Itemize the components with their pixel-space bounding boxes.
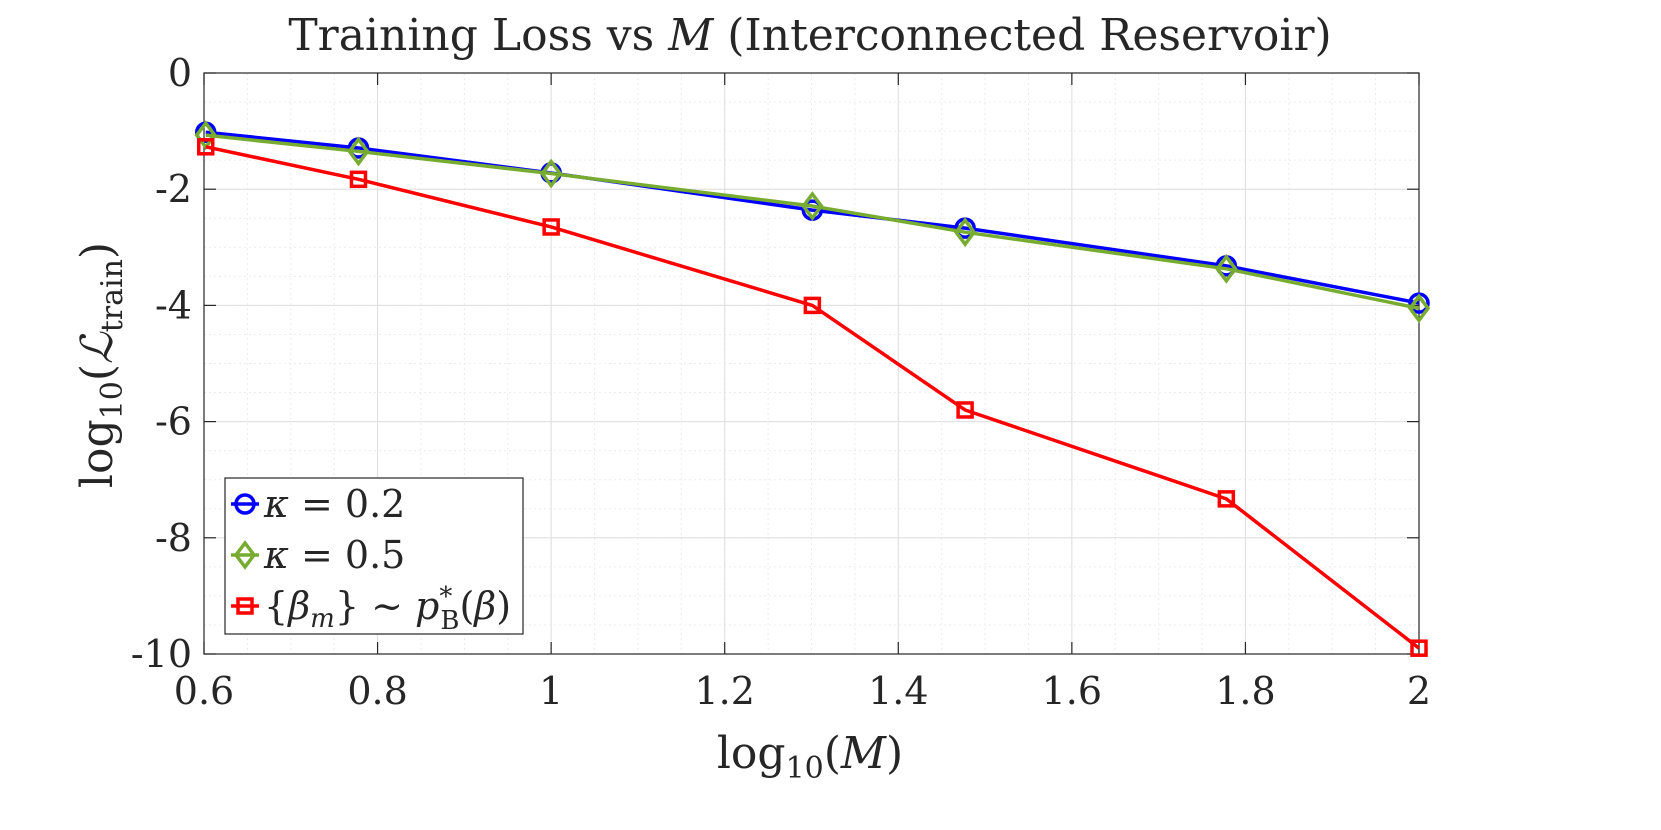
legend-label-beta-distribution: {βm} ~ p* B(β) <box>264 582 511 636</box>
y-tick-labels: 0 -2 -4 -6 -8 -10 <box>131 51 192 676</box>
x-axis-label: log10(M) <box>717 728 903 786</box>
y-tick-label: -8 <box>155 516 192 560</box>
axes-box <box>203 72 1420 655</box>
x-tick-labels: 0.6 0.8 1 1.2 1.4 1.6 1.8 2 <box>174 669 1431 713</box>
x-tick-label: 1.2 <box>694 669 754 713</box>
legend: κ = 0.2 κ = 0.5 {βm} ~ p* B(β) <box>224 477 524 636</box>
x-tick-label: 1.6 <box>1042 669 1102 713</box>
data-point <box>953 217 977 248</box>
data-point <box>1410 639 1428 657</box>
y-tick-label: -4 <box>155 283 192 327</box>
x-tick-label: 1.8 <box>1215 669 1275 713</box>
x-tick-label: 0.6 <box>174 669 234 713</box>
legend-entry-kappa-0.2: κ = 0.2 <box>231 482 405 526</box>
x-tick-label: 1 <box>539 669 563 713</box>
legend-marker-circle <box>234 493 256 515</box>
data-point <box>539 158 563 189</box>
y-tick-label: -6 <box>155 400 192 444</box>
data-point <box>803 296 822 315</box>
series-line <box>205 130 1420 305</box>
data-point <box>196 138 215 156</box>
y-tick-label: -10 <box>131 632 192 676</box>
legend-box <box>224 477 524 635</box>
series-1 <box>194 120 1431 324</box>
series-line <box>205 145 1421 650</box>
legend-label-kappa-0.5: κ = 0.5 <box>263 533 405 577</box>
legend-entry-kappa-0.5: κ = 0.5 <box>231 533 405 577</box>
legend-entry-beta-distribution: {βm} ~ p* B(β) <box>231 582 511 636</box>
data-point <box>1407 293 1431 324</box>
y-tick-label: -2 <box>155 167 192 211</box>
data-point <box>349 170 368 189</box>
chart-title: Training Loss vs M (Interconnected Reser… <box>288 10 1331 61</box>
data-point <box>542 218 560 236</box>
legend-marker-square <box>236 597 254 615</box>
data-point <box>1217 490 1236 508</box>
series-2 <box>196 138 1428 657</box>
data-point <box>956 401 974 419</box>
legend-marker-diamond <box>233 540 257 570</box>
x-tick-label: 0.8 <box>347 669 407 713</box>
y-tick-label: 0 <box>168 51 192 95</box>
data-point <box>347 136 370 167</box>
series-layer <box>194 120 1431 657</box>
tick-marks <box>203 72 1420 655</box>
y-axis-label: log10(ℒtrain) <box>72 242 130 488</box>
legend-label-kappa-0.2: κ = 0.2 <box>263 482 405 526</box>
x-tick-label: 2 <box>1407 669 1431 713</box>
data-point <box>801 191 824 221</box>
data-point <box>1215 253 1238 284</box>
series-line <box>205 133 1420 311</box>
x-tick-label: 1.4 <box>868 669 928 713</box>
